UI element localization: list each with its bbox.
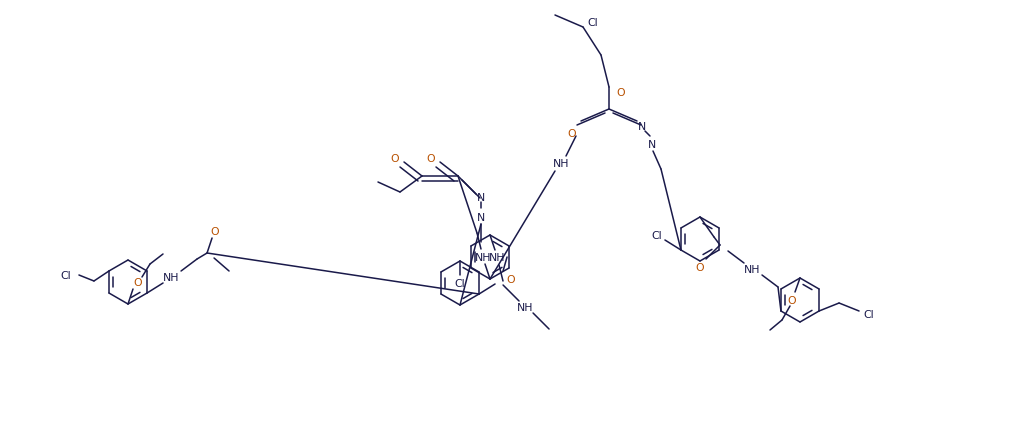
- Text: NH: NH: [553, 159, 569, 169]
- Text: O: O: [427, 154, 435, 164]
- Text: N: N: [476, 213, 485, 223]
- Text: O: O: [787, 295, 796, 305]
- Text: Cl: Cl: [588, 18, 598, 28]
- Text: NH: NH: [163, 273, 179, 283]
- Text: O: O: [506, 274, 516, 284]
- Text: N: N: [476, 193, 485, 203]
- Text: Cl: Cl: [455, 278, 465, 288]
- Text: NH: NH: [474, 253, 491, 263]
- Text: N: N: [648, 140, 657, 150]
- Text: NH: NH: [744, 264, 760, 274]
- Text: O: O: [391, 154, 399, 164]
- Text: O: O: [616, 88, 626, 98]
- Text: O: O: [568, 129, 576, 139]
- Text: Cl: Cl: [863, 309, 875, 319]
- Text: NH: NH: [489, 253, 505, 263]
- Text: N: N: [638, 122, 646, 132]
- Text: NH: NH: [517, 302, 533, 312]
- Text: O: O: [696, 263, 704, 273]
- Text: Cl: Cl: [61, 270, 71, 280]
- Text: Cl: Cl: [651, 230, 663, 240]
- Text: O: O: [211, 227, 219, 237]
- Text: O: O: [134, 277, 142, 287]
